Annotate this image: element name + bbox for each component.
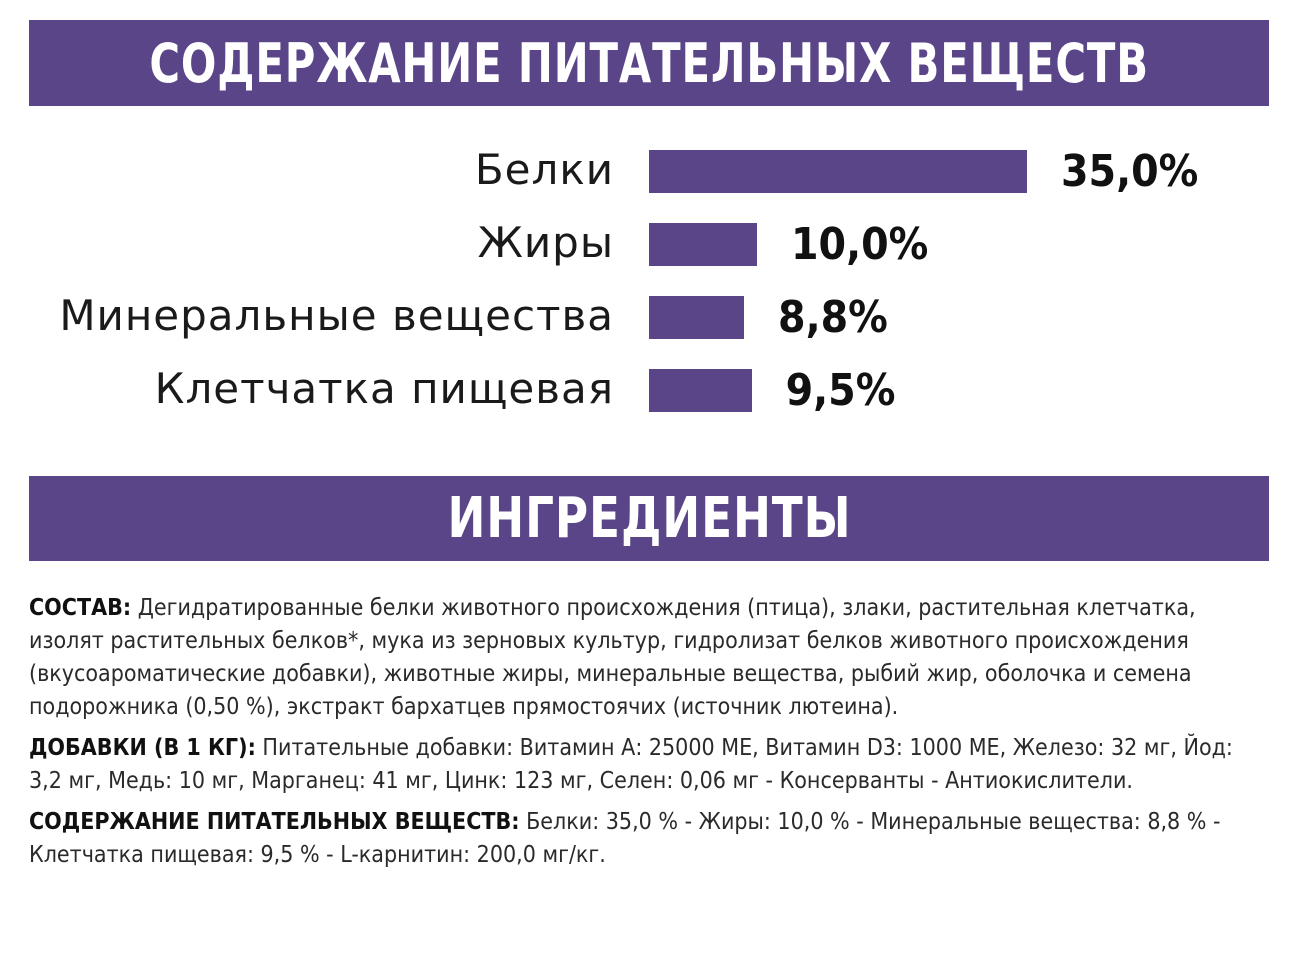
nutrients-paragraph: СОДЕРЖАНИЕ ПИТАТЕЛЬНЫХ ВЕЩЕСТВ: Белки: 3…	[29, 806, 1269, 872]
additives-paragraph: ДОБАВКИ (В 1 КГ): Питательные добавки: В…	[29, 732, 1269, 798]
bar	[649, 223, 757, 266]
category-label: Клетчатка пищевая	[154, 364, 614, 413]
value-label: 35,0%	[1061, 146, 1199, 197]
composition-label: СОСТАВ:	[29, 595, 132, 621]
additives-text: Питательные добавки: Витамин А: 25000 МЕ…	[29, 735, 1233, 794]
ingredients-section: СОСТАВ: Дегидратированные белки животног…	[29, 592, 1269, 880]
nutrients-header-title: СОДЕРЖАНИЕ ПИТАТЕЛЬНЫХ ВЕЩЕСТВ	[149, 31, 1149, 95]
composition-text: Дегидратированные белки животного происх…	[29, 595, 1196, 720]
category-label: Белки	[474, 145, 614, 194]
value-label: 8,8%	[778, 292, 888, 343]
bar	[649, 296, 745, 339]
composition-paragraph: СОСТАВ: Дегидратированные белки животног…	[29, 592, 1269, 724]
nutrients-header: СОДЕРЖАНИЕ ПИТАТЕЛЬНЫХ ВЕЩЕСТВ	[29, 20, 1269, 106]
value-label: 9,5%	[785, 365, 896, 416]
nutrients-text: Белки: 35,0 % - Жиры: 10,0 % - Минеральн…	[29, 809, 1221, 868]
ingredients-header-title: ИНГРЕДИЕНТЫ	[446, 486, 852, 551]
category-label: Жиры	[477, 218, 614, 267]
category-label: Минеральные вещества	[59, 291, 614, 340]
value-label: 10,0%	[791, 219, 929, 270]
bar	[649, 369, 752, 412]
ingredients-header: ИНГРЕДИЕНТЫ	[29, 476, 1269, 561]
additives-label: ДОБАВКИ (В 1 КГ):	[29, 735, 256, 761]
nutrients-label: СОДЕРЖАНИЕ ПИТАТЕЛЬНЫХ ВЕЩЕСТВ:	[29, 809, 520, 835]
bar	[649, 150, 1027, 193]
nutrients-bar-chart: Белки 35,0% Жиры 10,0% Минеральные вещества 8…	[0, 130, 1289, 430]
